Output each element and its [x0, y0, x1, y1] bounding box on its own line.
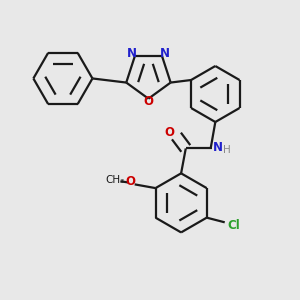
- Text: N: N: [160, 47, 170, 61]
- Text: N: N: [127, 47, 137, 61]
- Text: H: H: [223, 145, 231, 155]
- Text: Cl: Cl: [228, 219, 240, 232]
- Text: O: O: [143, 95, 153, 108]
- Text: O: O: [165, 126, 175, 139]
- Text: O: O: [126, 176, 136, 188]
- Text: CH₃: CH₃: [106, 175, 125, 185]
- Text: N: N: [212, 141, 223, 154]
